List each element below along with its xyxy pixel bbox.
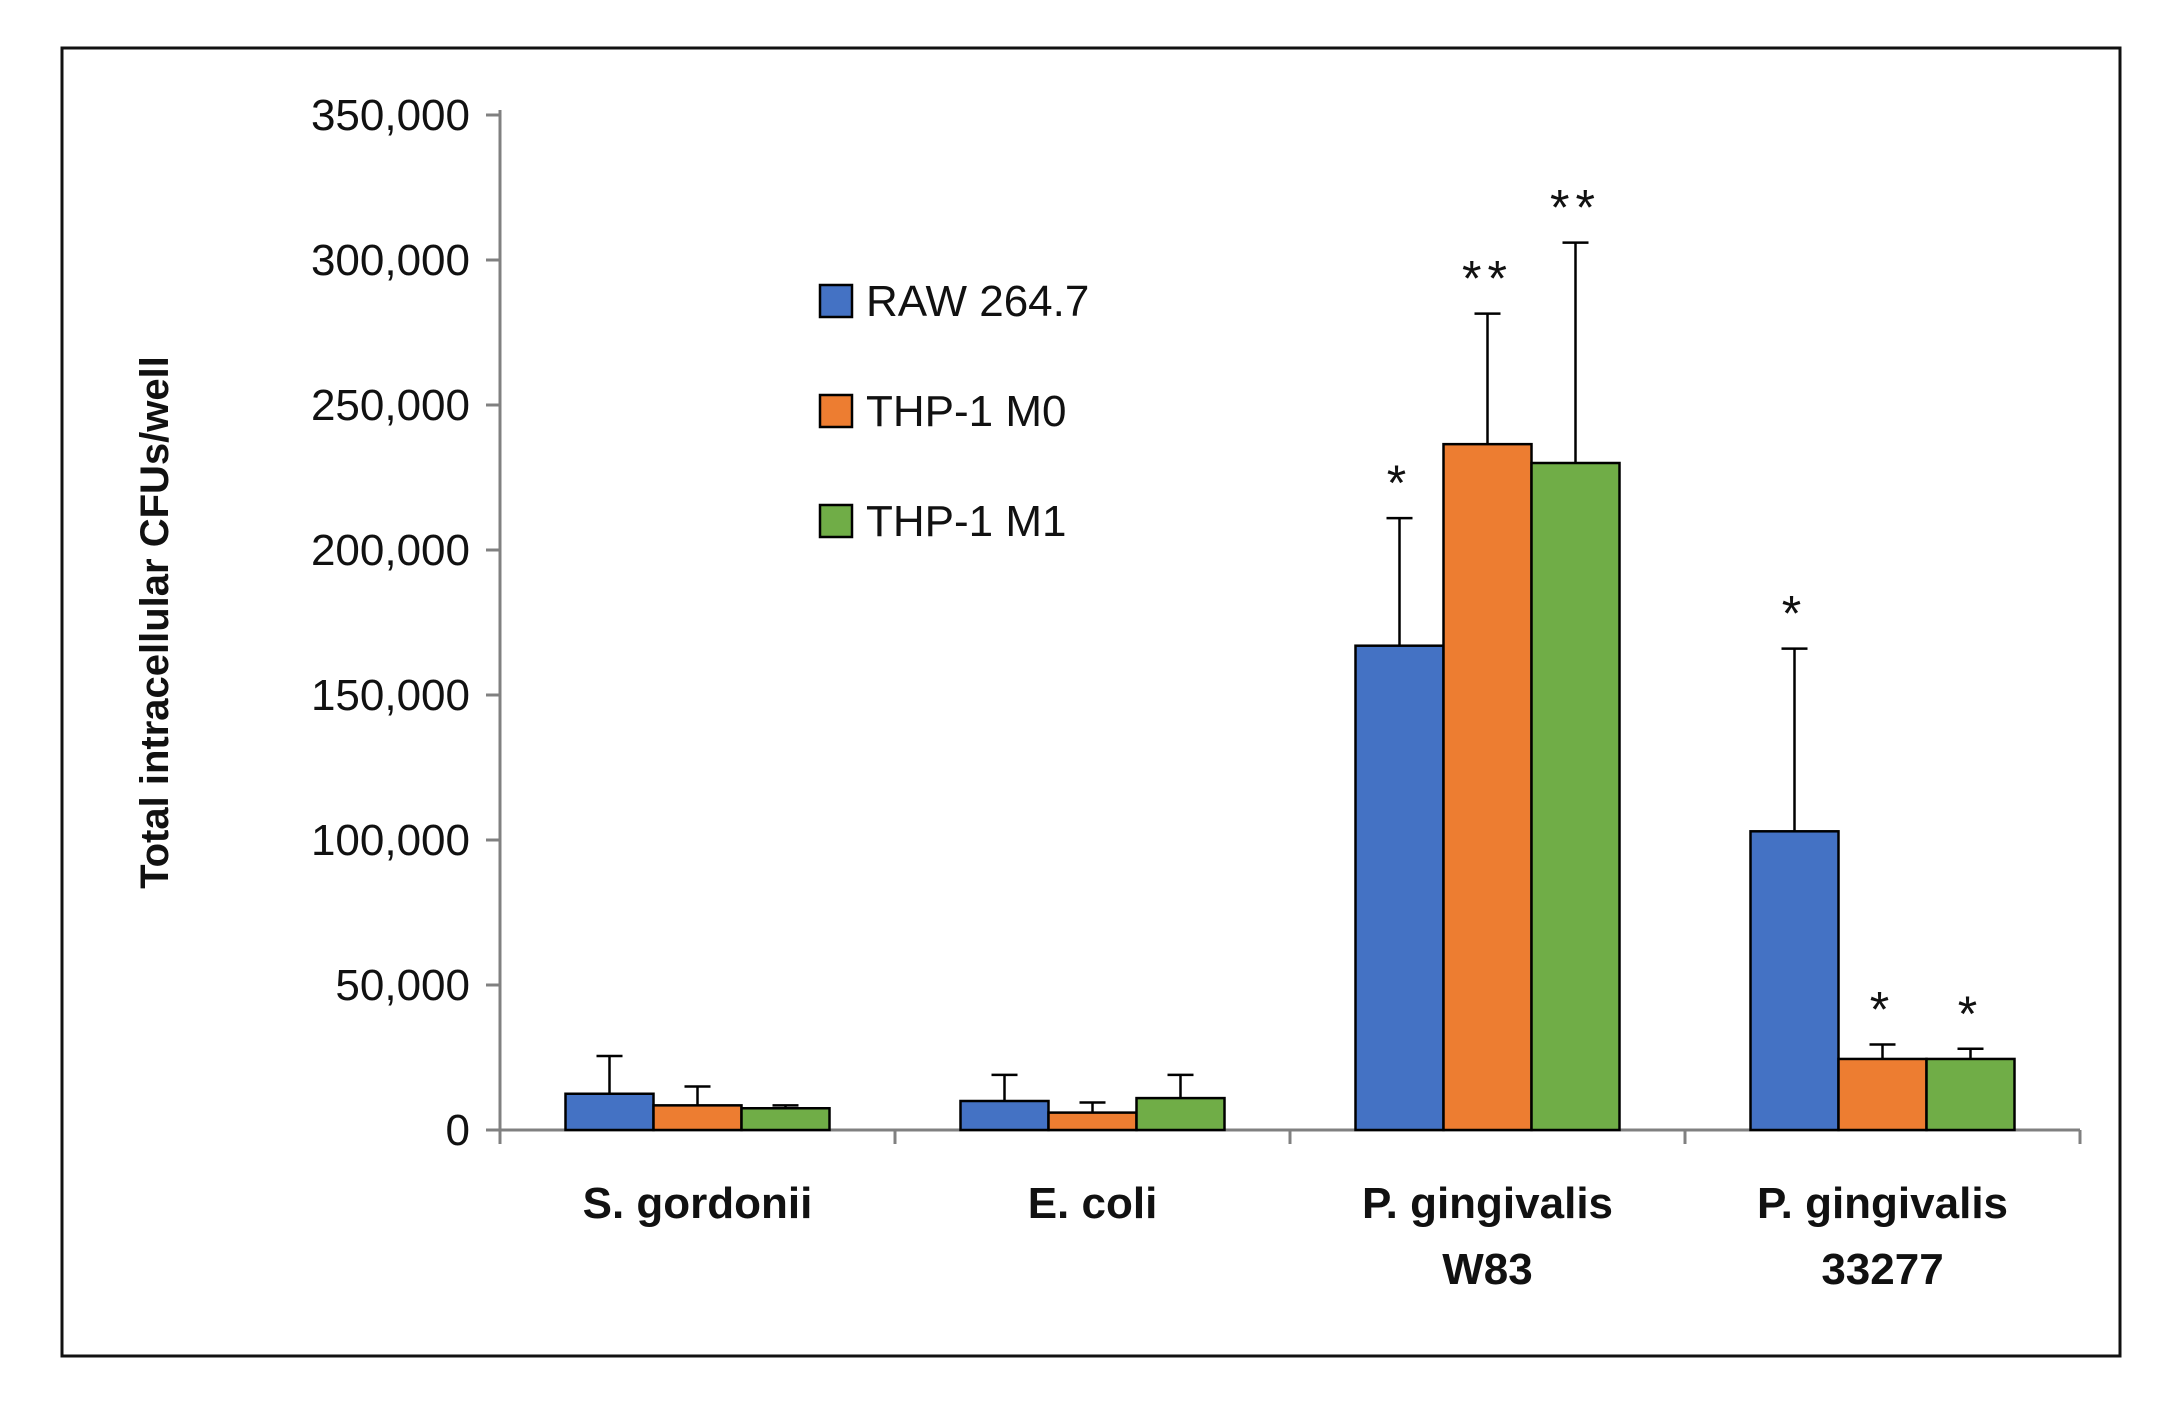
y-tick-label: 0 (446, 1106, 470, 1155)
significance-marker: ** (1550, 180, 1601, 236)
y-tick-label: 350,000 (311, 91, 470, 140)
bar (1837, 1057, 1928, 1132)
bar (1442, 442, 1533, 1132)
y-tick-label: 50,000 (335, 961, 470, 1010)
bar (1749, 830, 1840, 1132)
x-category-label: P. gingivalis (1757, 1179, 2008, 1228)
bar (959, 1099, 1050, 1132)
x-category-label: 33277 (1821, 1245, 1943, 1294)
y-tick-label: 250,000 (311, 381, 470, 430)
y-tick-label: 150,000 (311, 671, 470, 720)
significance-marker: * (1958, 986, 1983, 1042)
bar (740, 1107, 831, 1132)
legend-label: THP-1 M0 (866, 387, 1066, 436)
x-category-label: P. gingivalis (1362, 1179, 1613, 1228)
bar (1135, 1096, 1226, 1132)
bar (1530, 461, 1621, 1132)
significance-marker: * (1782, 586, 1807, 642)
y-tick-label: 100,000 (311, 816, 470, 865)
significance-marker: ** (1462, 251, 1513, 307)
legend-swatch (818, 393, 854, 429)
legend-label: THP-1 M1 (866, 497, 1066, 546)
y-axis-label: Total intracellular CFUs/well (133, 356, 177, 889)
bar (1047, 1111, 1138, 1132)
x-category-label: E. coli (1028, 1179, 1158, 1228)
bar (652, 1104, 743, 1132)
y-tick-label: 200,000 (311, 526, 470, 575)
y-tick-label: 300,000 (311, 236, 470, 285)
bar (564, 1092, 655, 1132)
x-category-label: W83 (1442, 1245, 1532, 1294)
bar (1354, 644, 1445, 1132)
x-category-label: S. gordonii (583, 1179, 813, 1228)
significance-marker: * (1387, 455, 1412, 511)
significance-marker: * (1870, 981, 1895, 1037)
chart-frame (60, 46, 2122, 1358)
legend-swatch (818, 503, 854, 539)
legend-swatch (818, 283, 854, 319)
legend-label: RAW 264.7 (866, 277, 1089, 326)
bar (1925, 1057, 2016, 1132)
